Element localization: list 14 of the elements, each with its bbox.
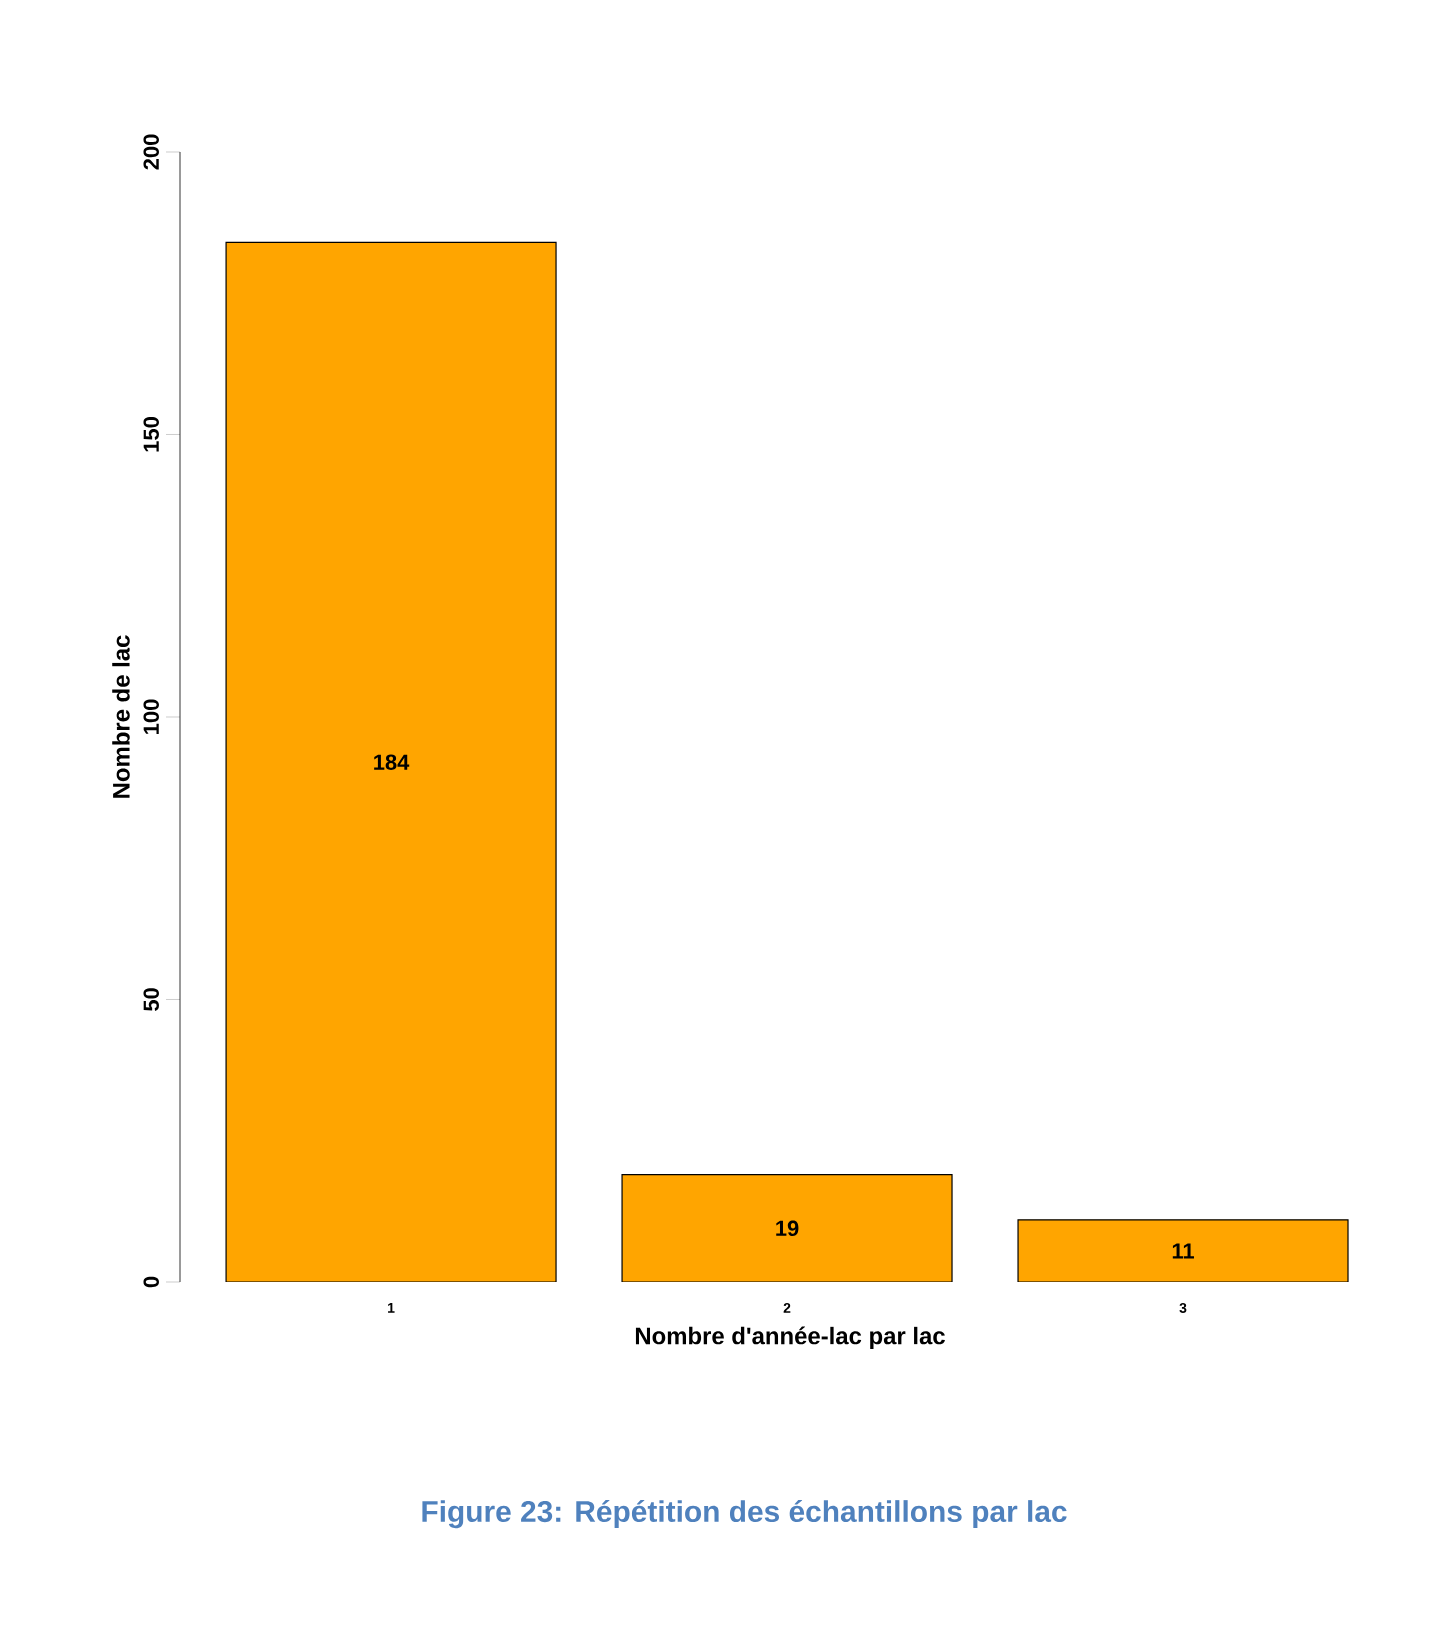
data-label: 19 bbox=[776, 1220, 799, 1237]
y-tick-label: 150 bbox=[143, 417, 159, 452]
bar bbox=[225, 241, 557, 1282]
y-tick-label: 200 bbox=[143, 134, 159, 170]
bar bbox=[622, 1174, 953, 1282]
y-tick-label: 100 bbox=[143, 699, 159, 734]
caption: Figure 23: Répétition des échantillons par lac bbox=[422, 1499, 1067, 1529]
data-label: 184 bbox=[374, 754, 410, 770]
x-axis-title: Nombre d'année-lac par lac bbox=[635, 1326, 945, 1350]
bar bbox=[1017, 1219, 1349, 1282]
y-tick-label: 0 bbox=[143, 1276, 159, 1288]
y-axis-title: Nombre de lac bbox=[112, 635, 130, 798]
data-label: 11 bbox=[1172, 1243, 1194, 1259]
y-tick-label: 50 bbox=[143, 988, 159, 1011]
